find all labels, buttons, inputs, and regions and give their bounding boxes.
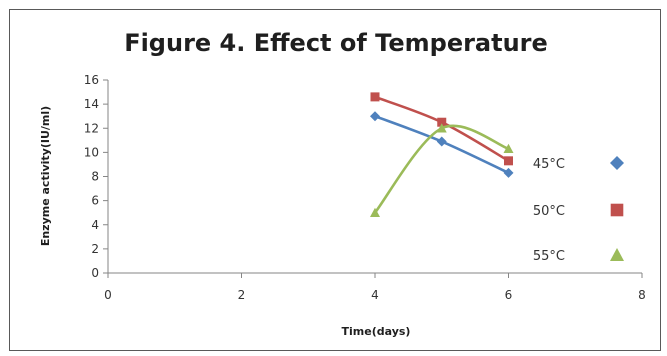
data-point <box>436 136 447 147</box>
legend: 45°C 50°C 55°C <box>533 156 624 264</box>
y-axis-label: Enzyme activity(IU/ml) <box>39 106 52 246</box>
y-tick-label: 8 <box>91 170 99 184</box>
y-tick-label: 4 <box>91 218 99 232</box>
x-tick-label: 4 <box>371 288 379 302</box>
y-tick-label: 2 <box>91 242 99 256</box>
legend-label: 45°C <box>533 157 565 172</box>
data-point <box>503 167 514 178</box>
y-tick-label: 16 <box>84 73 99 87</box>
data-point <box>436 123 447 133</box>
x-axis-label: Time(days) <box>342 325 411 338</box>
legend-marker <box>610 156 624 170</box>
x-tick-label: 8 <box>638 288 646 302</box>
y-tick-label: 10 <box>84 145 99 159</box>
y-tick-label: 12 <box>84 121 99 135</box>
data-point <box>370 111 380 122</box>
line-chart: Figure 4. Effect of Temperature 0 2 4 6 8 10 1… <box>39 29 646 338</box>
x-tick-label: 6 <box>505 288 513 302</box>
chart-frame: Figure 4. Effect of Temperature 0 2 4 6 8 10 1… <box>9 9 661 351</box>
legend-marker <box>610 203 624 217</box>
data-point <box>437 117 447 127</box>
legend-label: 50°C <box>533 204 565 219</box>
data-point <box>370 207 380 217</box>
legend-marker <box>610 248 624 261</box>
data-point <box>504 156 513 166</box>
series-layer <box>370 92 514 217</box>
chart-title: Figure 4. Effect of Temperature <box>124 29 548 57</box>
x-tick-label: 2 <box>238 288 246 302</box>
x-axis-ticks: 0 2 4 6 8 <box>104 273 646 302</box>
y-tick-label: 6 <box>91 194 99 208</box>
y-tick-label: 0 <box>91 266 99 280</box>
data-point <box>503 143 514 154</box>
y-axis-ticks: 0 2 4 6 8 10 12 14 16 <box>84 73 108 280</box>
y-tick-label: 14 <box>84 97 99 111</box>
data-point <box>370 92 380 102</box>
series-0 <box>370 111 514 178</box>
series-1 <box>370 92 513 166</box>
series-2 <box>370 123 514 217</box>
x-tick-label: 0 <box>104 288 112 302</box>
legend-label: 55°C <box>533 249 565 264</box>
